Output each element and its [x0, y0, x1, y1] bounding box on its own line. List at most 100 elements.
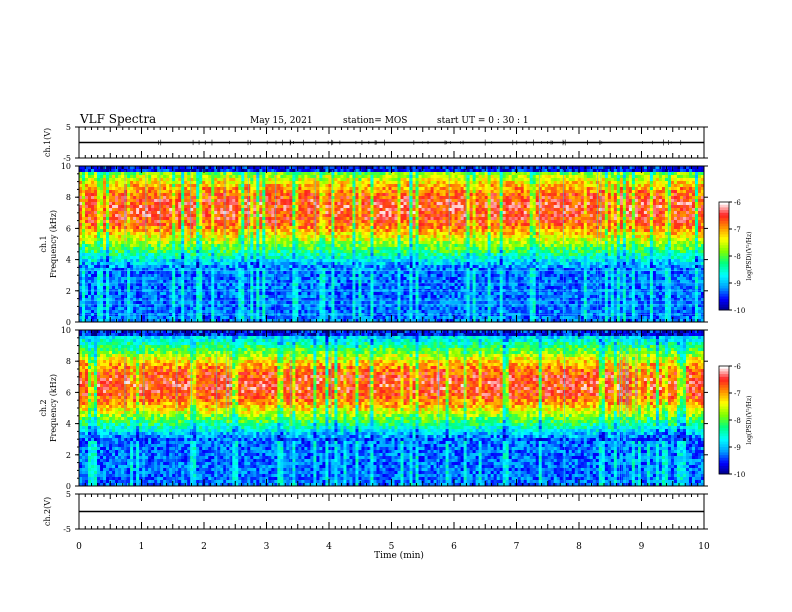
- spectrogram-cell: [682, 205, 687, 209]
- spectrogram-cell: [415, 169, 419, 173]
- spectrogram-cell: [85, 226, 89, 230]
- spectrogram-cell: [136, 178, 140, 182]
- spectrogram-cell: [292, 211, 296, 215]
- spectrogram-cell: [367, 214, 371, 218]
- spectrogram-cell: [613, 205, 618, 209]
- spectrogram-cell: [520, 172, 525, 176]
- spectrogram-cell: [373, 181, 377, 185]
- spectrogram-cell: [211, 187, 215, 191]
- spectrogram-cell: [511, 202, 516, 206]
- spectrogram-cell: [490, 217, 495, 221]
- spectrogram-cell: [487, 175, 492, 179]
- spectrogram-cell: [220, 190, 224, 194]
- spectrogram-cell: [466, 217, 471, 221]
- spectrogram-cell: [532, 196, 537, 200]
- spectrogram-cell: [658, 202, 663, 206]
- spectrogram-cell: [511, 229, 516, 233]
- spectrogram-cell: [508, 214, 513, 218]
- spectrogram-cell: [112, 199, 116, 203]
- spectrogram-cell: [334, 202, 338, 206]
- spectrogram-cell: [196, 223, 200, 227]
- spectrogram-cell: [541, 184, 546, 188]
- spectrogram-cell: [679, 229, 684, 233]
- spectrogram-cell: [451, 172, 455, 176]
- spectrogram-cell: [424, 178, 428, 182]
- spectrogram-cell: [205, 226, 209, 230]
- spectrogram-cell: [631, 190, 636, 194]
- spectrogram-cell: [124, 172, 128, 176]
- spectrogram-cell: [307, 217, 311, 221]
- spectrogram-cell: [604, 175, 609, 179]
- spectrogram-cell: [208, 226, 212, 230]
- spectrogram-cell: [586, 184, 591, 188]
- spectrogram-cell: [568, 199, 573, 203]
- spectrogram-cell: [100, 229, 104, 233]
- spectrogram-cell: [262, 217, 266, 221]
- spectrogram-cell: [367, 178, 371, 182]
- spectrogram-cell: [451, 208, 455, 212]
- spectrogram-cell: [652, 175, 657, 179]
- spectrogram-cell: [559, 223, 564, 227]
- spectrogram-cell: [256, 220, 260, 224]
- spectrogram-cell: [451, 169, 455, 173]
- spectrogram-cell: [163, 217, 167, 221]
- spectrogram-cell: [343, 205, 347, 209]
- spectrogram-cell: [292, 184, 296, 188]
- spectrogram-cell: [256, 181, 260, 185]
- spectrogram-cell: [163, 187, 167, 191]
- spectrogram-cell: [121, 193, 125, 197]
- spectrogram-cell: [292, 166, 296, 170]
- spectrogram-cell: [289, 220, 293, 224]
- spectrogram-cell: [208, 193, 212, 197]
- spectrogram-cell: [256, 169, 260, 173]
- spectrogram-cell: [169, 220, 173, 224]
- spectrogram-cell: [190, 214, 194, 218]
- spectrogram-cell: [544, 211, 549, 215]
- spectrogram-cell: [610, 166, 615, 170]
- spectrogram-cell: [310, 223, 314, 227]
- spectrogram-cell: [448, 169, 452, 173]
- spectrogram-cell: [499, 172, 504, 176]
- spectrogram-cell: [508, 193, 513, 197]
- spectrogram-cell: [151, 196, 155, 200]
- spectrogram-cell: [373, 220, 377, 224]
- spectrogram-cell: [442, 187, 446, 191]
- spectrogram-cell: [457, 184, 462, 188]
- spectrogram-cell: [577, 184, 582, 188]
- spectrogram-cell: [634, 172, 639, 176]
- spectrogram-cell: [226, 181, 230, 185]
- spectrogram-cell: [217, 223, 221, 227]
- spectrogram-cell: [283, 187, 287, 191]
- spectrogram-cell: [580, 181, 585, 185]
- figure-title: VLF Spectra: [79, 112, 156, 126]
- spectrogram-cell: [232, 199, 236, 203]
- spectrogram-cell: [166, 181, 170, 185]
- spectrogram-cell: [385, 217, 389, 221]
- spectrogram-cell: [640, 172, 645, 176]
- spectrogram-cell: [397, 202, 401, 206]
- spectrogram-cell: [619, 172, 624, 176]
- spectrogram-cell: [445, 169, 449, 173]
- spectrogram-cell: [145, 223, 149, 227]
- spectrogram-cell: [583, 196, 588, 200]
- spectrogram-cell: [529, 193, 534, 197]
- spectrogram-cell: [484, 217, 489, 221]
- spectrogram-cell: [139, 205, 143, 209]
- spectrogram-cell: [418, 193, 422, 197]
- spectrogram-cell: [475, 229, 480, 233]
- spectrogram-cell: [628, 187, 633, 191]
- spectrogram-cell: [367, 181, 371, 185]
- spectrogram-cell: [88, 208, 92, 212]
- spectrogram-cell: [154, 232, 158, 236]
- spectrogram-cell: [382, 193, 386, 197]
- spectrogram-cell: [472, 172, 477, 176]
- spectrogram-cell: [142, 181, 146, 185]
- spectrogram-cell: [448, 205, 452, 209]
- spectrogram-cell: [397, 175, 401, 179]
- spectrogram-cell: [481, 223, 486, 227]
- spectrogram-cell: [112, 223, 116, 227]
- spectrogram-cell: [334, 220, 338, 224]
- spectrogram-cell: [94, 190, 98, 194]
- spectrogram-cell: [328, 184, 332, 188]
- spectrogram-cell: [427, 196, 431, 200]
